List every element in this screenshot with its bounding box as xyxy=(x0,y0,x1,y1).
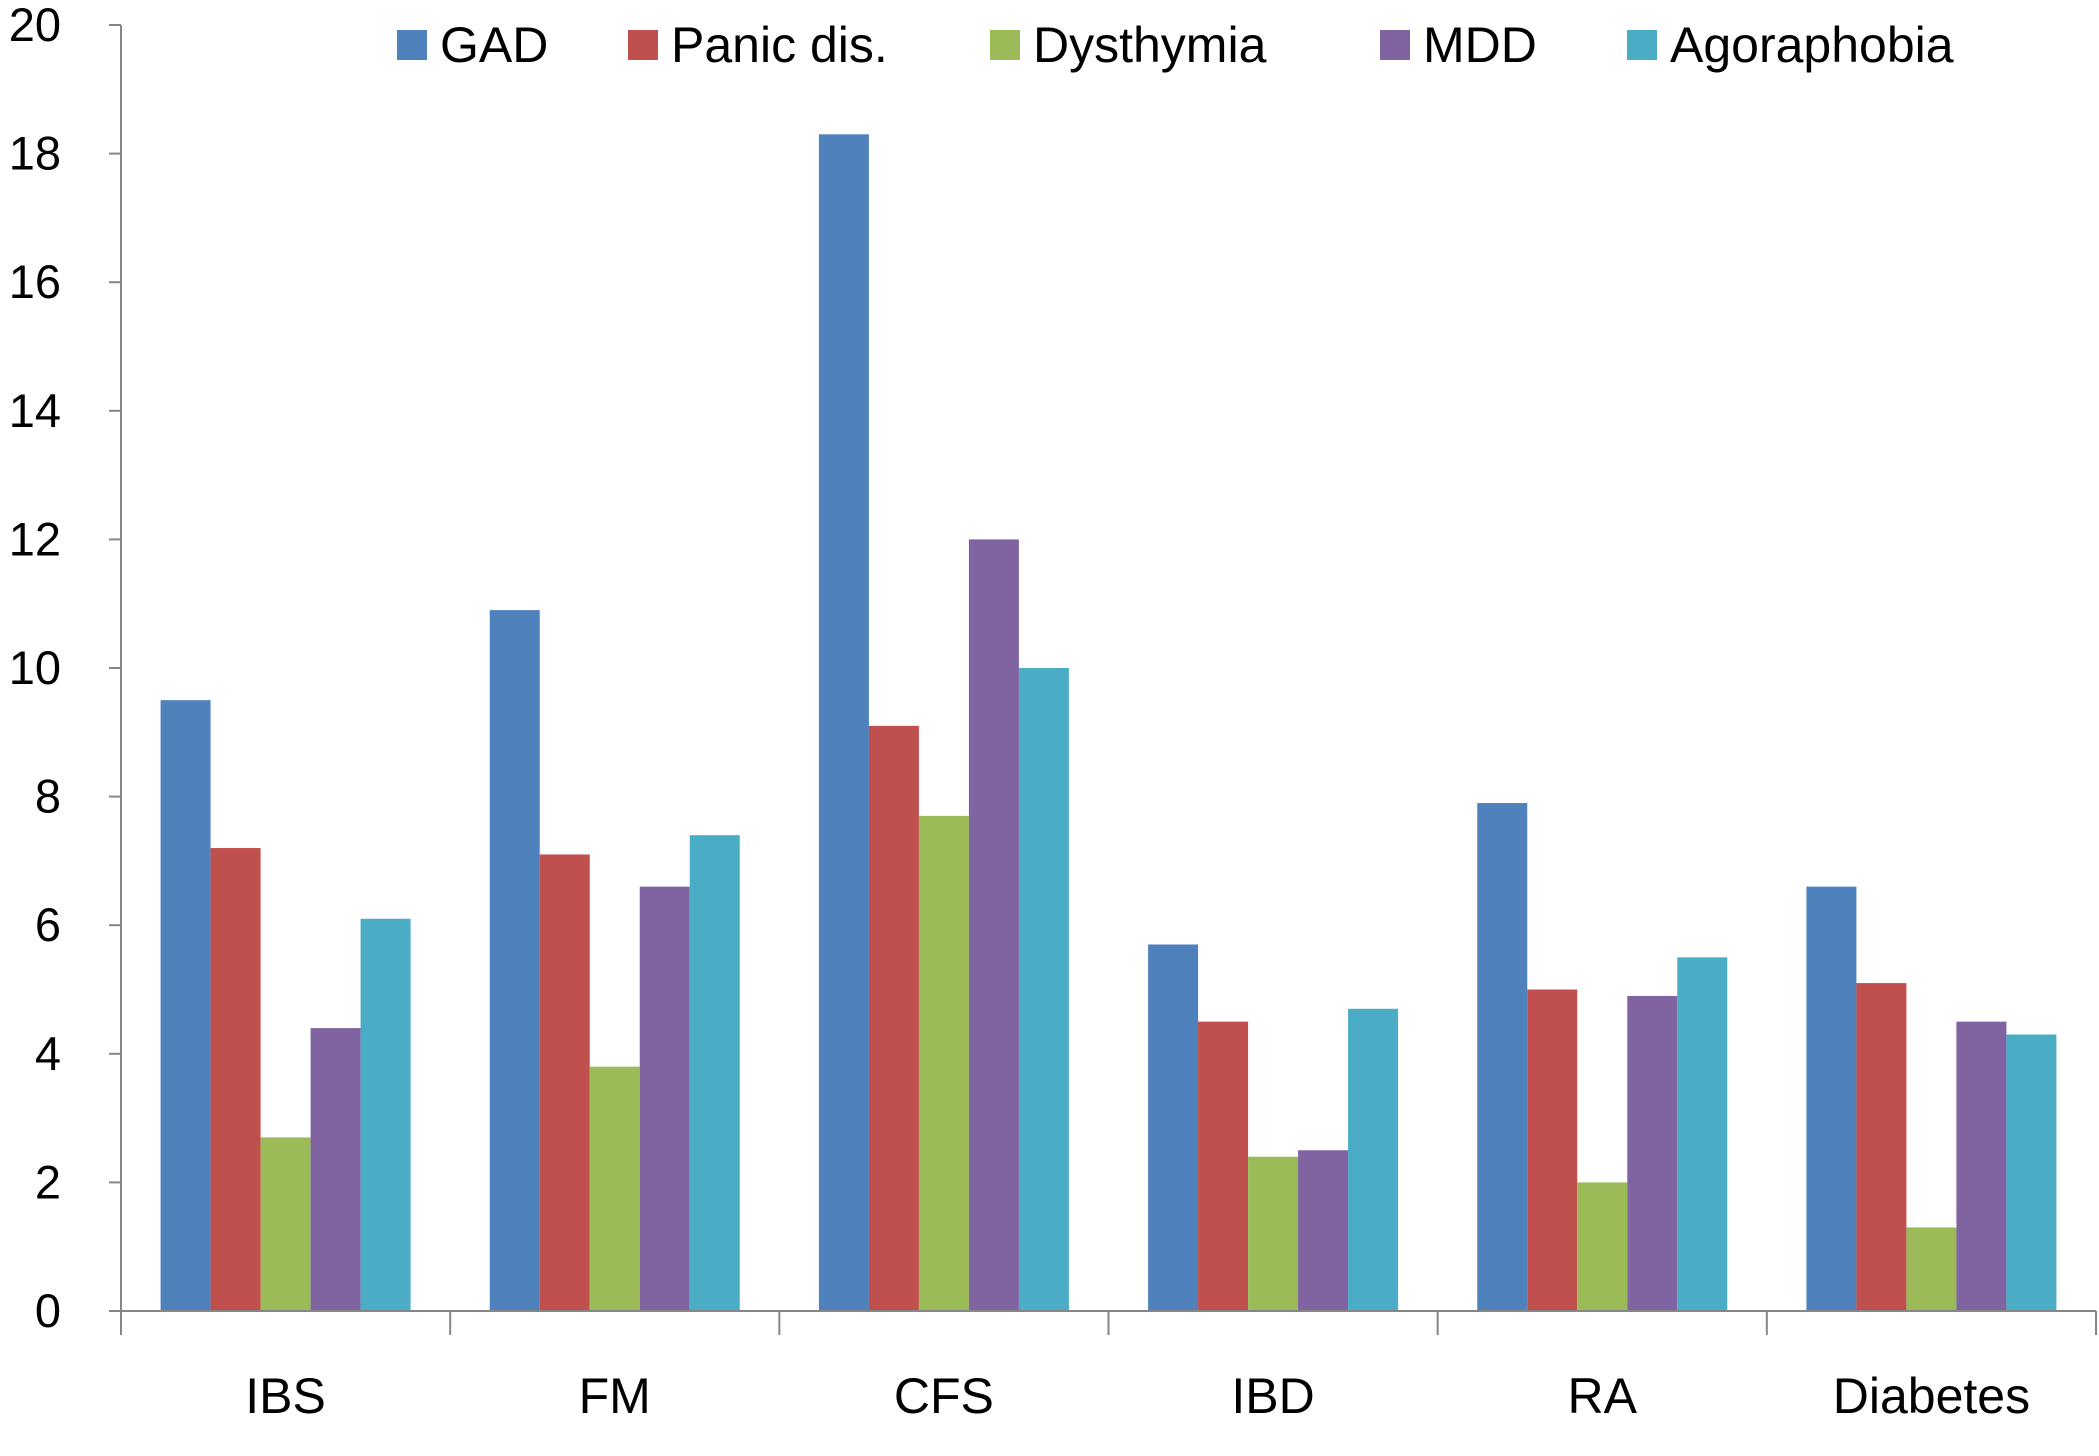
category-label: Diabetes xyxy=(1833,1368,2030,1424)
y-tick-label: 8 xyxy=(35,770,61,823)
bar xyxy=(589,1066,640,1311)
bar xyxy=(689,835,740,1311)
legend-label: Panic dis. xyxy=(671,17,888,73)
y-tick-label: 2 xyxy=(35,1155,61,1208)
bar xyxy=(968,539,1019,1311)
bar xyxy=(1906,1227,1957,1311)
y-tick-label: 20 xyxy=(9,0,61,51)
bar xyxy=(310,1028,361,1311)
bar xyxy=(1148,944,1199,1311)
legend-swatch xyxy=(397,30,427,60)
bar xyxy=(210,848,261,1311)
legend-swatch xyxy=(1627,30,1657,60)
y-tick-label: 4 xyxy=(35,1027,61,1080)
bar xyxy=(160,700,211,1311)
y-tick-label: 0 xyxy=(35,1284,61,1337)
bar xyxy=(1627,995,1678,1311)
bar xyxy=(1348,1008,1399,1311)
legend-swatch xyxy=(1380,30,1410,60)
bar xyxy=(868,725,919,1311)
legend-label: MDD xyxy=(1423,17,1537,73)
bar xyxy=(1298,1150,1349,1311)
bar xyxy=(1677,957,1728,1311)
y-tick-label: 6 xyxy=(35,898,61,951)
category-label: CFS xyxy=(894,1368,994,1424)
bar xyxy=(918,815,969,1311)
bar xyxy=(1018,668,1069,1311)
bar xyxy=(2006,1034,2057,1311)
y-tick-label: 18 xyxy=(9,127,61,180)
bar xyxy=(1198,1021,1249,1311)
legend-swatch xyxy=(628,30,658,60)
category-label: FM xyxy=(579,1368,651,1424)
bar xyxy=(1527,989,1578,1311)
x-axis-ticks: IBS FM CFS IBD RA Diabetes xyxy=(120,1311,2097,1424)
y-tick-label: 10 xyxy=(9,641,61,694)
category-label: IBS xyxy=(245,1368,326,1424)
bar xyxy=(639,886,690,1311)
legend-label: GAD xyxy=(440,17,548,73)
legend-label: Agoraphobia xyxy=(1670,17,1954,73)
bar xyxy=(1577,1182,1628,1311)
y-tick-label: 14 xyxy=(9,384,61,437)
y-axis-ticks: 0 2 4 6 8 10 12 14 16 18 20 xyxy=(9,0,121,1337)
y-tick-label: 12 xyxy=(9,512,61,565)
bar xyxy=(1477,803,1528,1311)
bar xyxy=(1806,886,1857,1311)
bars-layer xyxy=(160,134,2057,1311)
bar xyxy=(1956,1021,2007,1311)
category-label: IBD xyxy=(1231,1368,1314,1424)
legend: GAD Panic dis. Dysthymia MDD Agoraphobia xyxy=(397,17,1954,73)
legend-swatch xyxy=(990,30,1020,60)
y-tick-label: 16 xyxy=(9,255,61,308)
bar xyxy=(360,918,411,1311)
bar xyxy=(1856,983,1907,1311)
bar xyxy=(818,134,869,1311)
bar xyxy=(539,854,590,1311)
bar xyxy=(489,610,540,1311)
bar xyxy=(1248,1156,1299,1311)
bar xyxy=(260,1137,311,1311)
legend-label: Dysthymia xyxy=(1033,17,1267,73)
category-label: RA xyxy=(1568,1368,1638,1424)
